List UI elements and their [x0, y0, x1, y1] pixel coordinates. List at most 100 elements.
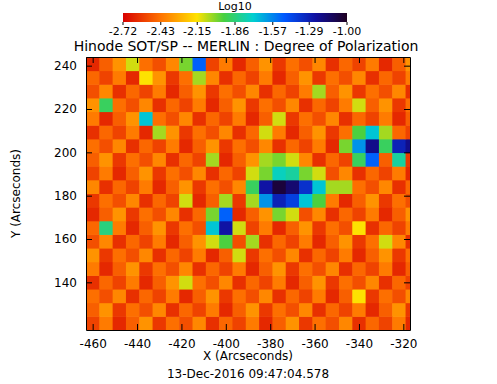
- axis-line: [87, 330, 411, 331]
- heatmap-cell: [166, 57, 180, 71]
- heatmap-cell: [286, 234, 300, 248]
- heatmap-cell: [179, 316, 193, 330]
- heatmap-cell: [179, 57, 193, 71]
- heatmap-cell: [179, 289, 193, 303]
- heatmap-cell: [193, 193, 207, 207]
- heatmap-cell: [326, 234, 340, 248]
- heatmap-cell: [259, 180, 273, 194]
- colorbar-bar: [123, 13, 347, 22]
- heatmap-cell: [193, 275, 207, 289]
- heatmap-cell: [179, 98, 193, 112]
- heatmap-cell: [299, 262, 313, 276]
- heatmap-cell: [392, 289, 406, 303]
- title: Hinode SOT/SP -- MERLIN : Degree of Pola…: [74, 38, 419, 54]
- tick-mark: [93, 57, 94, 63]
- heatmap-cell: [259, 71, 273, 85]
- heatmap-cell: [312, 262, 326, 276]
- tick-mark: [315, 57, 316, 63]
- tick: -320: [390, 324, 417, 351]
- heatmap-cell: [179, 221, 193, 235]
- heatmap-cell: [312, 221, 326, 235]
- tick: -400: [213, 324, 240, 351]
- tick-label: -360: [301, 337, 328, 351]
- heatmap-cell: [153, 248, 167, 262]
- heatmap-cell: [166, 166, 180, 180]
- tick-mark: [86, 109, 92, 110]
- heatmap-cell: [126, 207, 140, 221]
- tick: -460: [80, 324, 107, 351]
- heatmap-cell: [126, 125, 140, 139]
- heatmap-cell: [339, 71, 353, 85]
- heatmap-cell: [339, 139, 353, 153]
- tick-label: -320: [390, 337, 417, 351]
- heatmap-cell: [366, 125, 380, 139]
- heatmap-cell: [113, 84, 127, 98]
- heatmap-cell: [379, 152, 393, 166]
- heatmap-cell: [392, 193, 406, 207]
- heatmap-cell: [272, 193, 286, 207]
- heatmap-cell: [379, 316, 393, 330]
- tick-label: 220: [54, 102, 77, 116]
- heatmap-cell: [99, 207, 113, 221]
- heatmap-cell: [166, 98, 180, 112]
- heatmap-cell: [326, 71, 340, 85]
- heatmap-cell: [286, 248, 300, 262]
- heatmap-cell: [219, 111, 233, 125]
- heatmap-cell: [272, 152, 286, 166]
- heatmap-cell: [366, 139, 380, 153]
- heatmap-cell: [406, 221, 410, 235]
- heatmap-cell: [86, 234, 100, 248]
- tick-mark: [226, 324, 227, 330]
- heatmap-cell: [153, 262, 167, 276]
- heatmap-cell: [286, 303, 300, 317]
- colorbar-tick-label: -2.15: [183, 25, 211, 38]
- heatmap-cell: [206, 98, 220, 112]
- heatmap-cell: [99, 262, 113, 276]
- heatmap-cell: [232, 180, 246, 194]
- heatmap-cell: [312, 139, 326, 153]
- heatmap-cell: [352, 207, 366, 221]
- heatmap-cell: [366, 207, 380, 221]
- heatmap-cell: [406, 152, 410, 166]
- tick: 240: [54, 59, 92, 73]
- heatmap-cell: [352, 98, 366, 112]
- heatmap-cell: [99, 275, 113, 289]
- heatmap-cell: [99, 84, 113, 98]
- heatmap-cells: [86, 57, 410, 330]
- heatmap-cell: [352, 71, 366, 85]
- heatmap-cell: [179, 152, 193, 166]
- heatmap-cell: [352, 275, 366, 289]
- heatmap-cell: [406, 125, 410, 139]
- heatmap-cell: [326, 262, 340, 276]
- heatmap-cell: [153, 180, 167, 194]
- heatmap-cell: [366, 289, 380, 303]
- heatmap-cell: [179, 248, 193, 262]
- heatmap-cell: [153, 289, 167, 303]
- heatmap-cell: [139, 262, 153, 276]
- heatmap-cell: [366, 234, 380, 248]
- heatmap-cell: [113, 248, 127, 262]
- heatmap-cell: [312, 152, 326, 166]
- heatmap-cell: [113, 98, 127, 112]
- heatmap-cell: [299, 316, 313, 330]
- heatmap-cell: [366, 152, 380, 166]
- heatmap-cell: [206, 289, 220, 303]
- heatmap-cell: [139, 234, 153, 248]
- heatmap-cell: [392, 180, 406, 194]
- heatmap-cell: [126, 234, 140, 248]
- heatmap-cell: [366, 57, 380, 71]
- tick-label: 160: [54, 232, 77, 246]
- heatmap-cell: [246, 262, 260, 276]
- tick-mark: [404, 109, 410, 110]
- heatmap-cell: [219, 98, 233, 112]
- heatmap-cell: [299, 139, 313, 153]
- heatmap-cell: [392, 248, 406, 262]
- heatmap-cell: [366, 166, 380, 180]
- heatmap-cell: [232, 139, 246, 153]
- heatmap-cell: [312, 234, 326, 248]
- heatmap-cell: [392, 316, 406, 330]
- heatmap-cell: [326, 98, 340, 112]
- heatmap-cell: [193, 180, 207, 194]
- heatmap-cell: [113, 207, 127, 221]
- heatmap-cell: [392, 111, 406, 125]
